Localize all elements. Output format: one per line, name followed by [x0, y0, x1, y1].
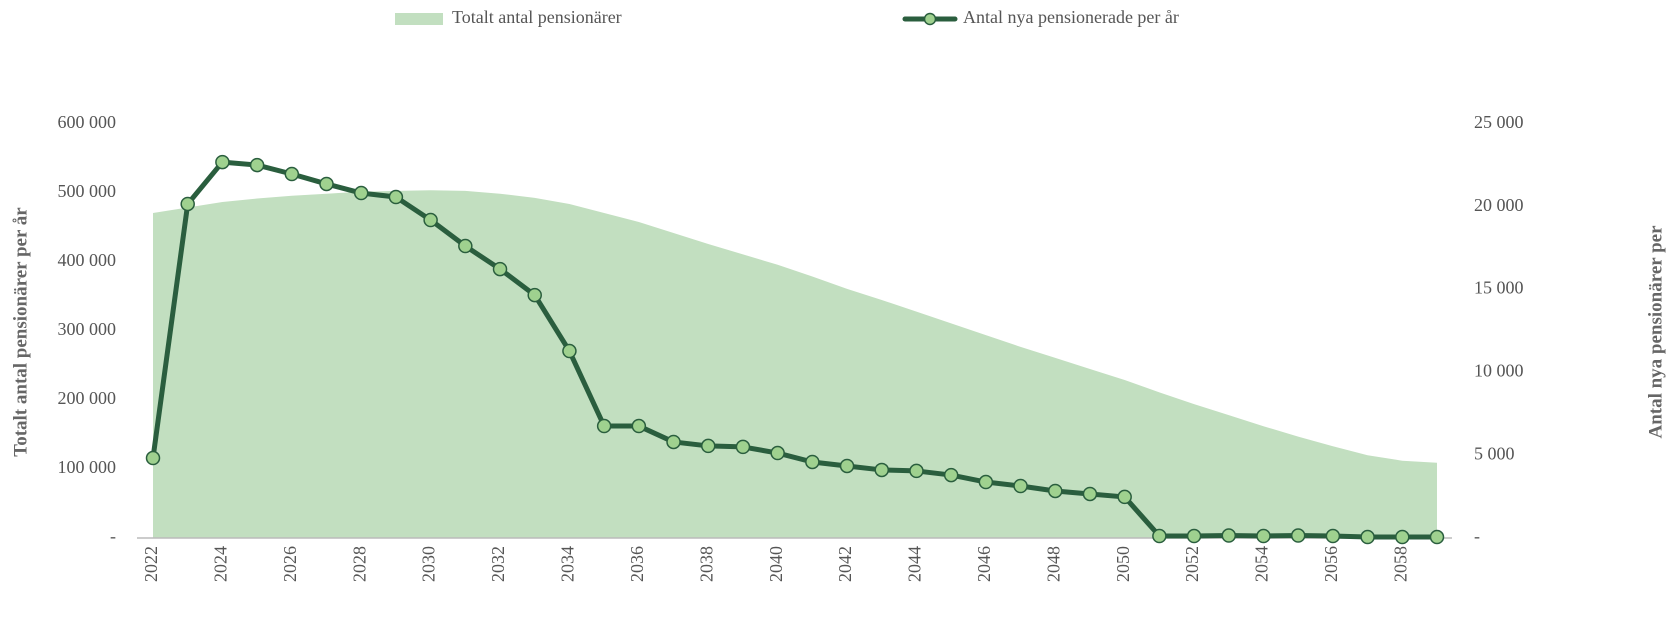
x-tick-label: 2058 [1390, 546, 1410, 582]
marker [1290, 528, 1306, 543]
marker [1256, 528, 1271, 544]
y2-tick-label: 25 000 [1474, 112, 1524, 132]
marker [735, 439, 751, 455]
y-tick-label: 100 000 [58, 457, 117, 477]
marker [249, 157, 265, 173]
x-tick-label: 2054 [1252, 546, 1272, 582]
y-axis-title: Totalt antal pensionärer per år [10, 207, 31, 457]
x-tick-label: 2040 [766, 546, 786, 582]
y2-tick-label: 15 000 [1474, 278, 1524, 298]
marker [1221, 528, 1237, 543]
x-tick-label: 2048 [1043, 546, 1063, 582]
legend-label: Antal nya pensionerade per år [963, 7, 1179, 27]
marker [770, 445, 785, 461]
marker [943, 467, 959, 483]
marker [631, 418, 647, 434]
marker [1117, 489, 1132, 505]
x-tick-label: 2056 [1321, 546, 1341, 582]
marker [1360, 529, 1375, 545]
marker [1325, 528, 1341, 544]
legend-marker [923, 12, 937, 26]
marker [353, 185, 369, 201]
y-tick-label: 300 000 [58, 319, 117, 339]
marker [1395, 529, 1410, 545]
x-tick-label: 2050 [1113, 546, 1133, 582]
marker [978, 474, 994, 490]
marker [527, 287, 542, 303]
x-tick-label: 2036 [627, 546, 647, 582]
marker [388, 189, 404, 205]
marker [1429, 529, 1445, 545]
x-tick-label: 2038 [696, 546, 716, 582]
y2-axis-title: Antal nya pensionärer per [1645, 225, 1666, 439]
marker [492, 261, 508, 277]
y-tick-label: - [110, 526, 116, 546]
x-tick-label: 2028 [349, 546, 369, 582]
marker [596, 418, 612, 434]
marker [458, 238, 473, 254]
marker [839, 458, 855, 474]
y2-tick-label: 20 000 [1474, 195, 1524, 215]
x-tick-label: 2026 [280, 546, 300, 582]
marker [1048, 483, 1063, 499]
x-tick-label: 2024 [211, 546, 231, 582]
marker [145, 450, 161, 466]
marker [1152, 528, 1167, 544]
legend-swatch [395, 13, 443, 25]
marker [319, 176, 334, 192]
marker [1186, 528, 1202, 544]
y-tick-label: 600 000 [58, 112, 117, 132]
y-tick-label: 200 000 [58, 388, 117, 408]
area [153, 190, 1437, 539]
y2-tick-label: 10 000 [1474, 361, 1524, 381]
legend-label: Totalt antal pensionärer [452, 7, 622, 27]
y-tick-label: 500 000 [58, 181, 117, 201]
marker [284, 166, 300, 182]
x-tick-label: 2034 [558, 546, 578, 582]
marker [215, 154, 230, 170]
y-tick-label: 400 000 [58, 250, 117, 270]
y2-tick-label: - [1474, 526, 1480, 546]
y2-tick-label: 5 000 [1474, 443, 1515, 463]
x-tick-label: 2046 [974, 546, 994, 582]
marker [1082, 486, 1098, 502]
marker [180, 196, 195, 212]
x-tick-label: 2022 [141, 546, 161, 582]
marker [423, 212, 438, 228]
marker [874, 462, 890, 478]
marker [909, 463, 924, 479]
x-tick-label: 2044 [905, 546, 925, 582]
x-tick-label: 2030 [419, 546, 439, 582]
marker [666, 434, 681, 450]
x-tick-label: 2052 [1182, 546, 1202, 582]
marker [805, 454, 820, 470]
marker [1013, 478, 1028, 494]
marker [700, 438, 716, 454]
x-tick-label: 2032 [488, 546, 508, 582]
x-tick-label: 2042 [835, 546, 855, 582]
marker [562, 343, 577, 359]
